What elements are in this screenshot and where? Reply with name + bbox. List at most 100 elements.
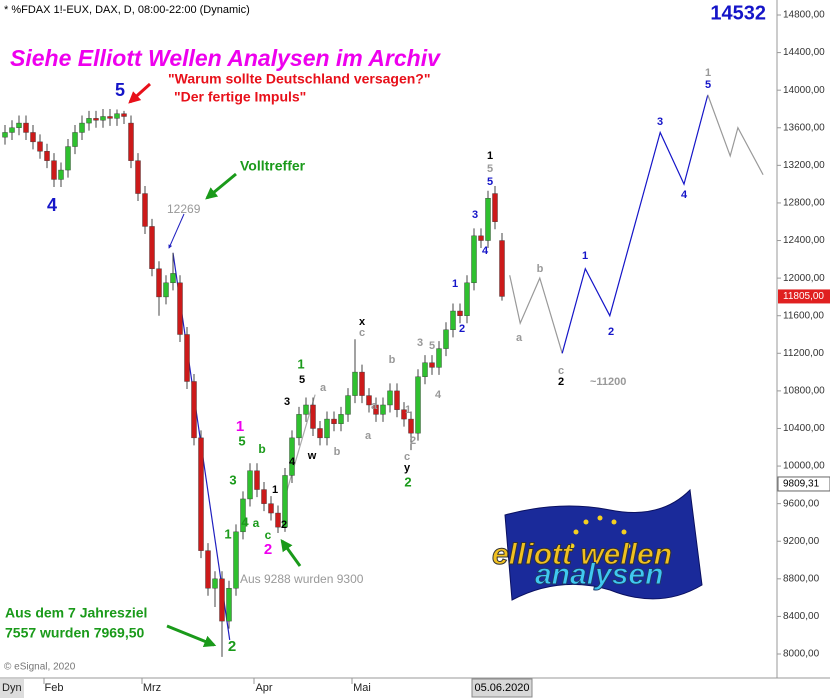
logo-line2: analysen [535, 558, 663, 591]
wave-label: 1 [224, 526, 231, 541]
x-corner: Dyn [2, 682, 22, 694]
wave-label: 1 [405, 404, 411, 416]
candle-body [86, 118, 92, 124]
candle-body [366, 395, 372, 406]
y-tick-label: 9200,00 [783, 536, 820, 547]
candle-body [44, 151, 50, 161]
y-tick-label: 13600,00 [783, 122, 825, 133]
candle-body [485, 198, 491, 241]
candle-body [16, 122, 22, 128]
wave-label: 4 [241, 514, 249, 529]
wave-label: c [558, 365, 564, 377]
annotation: Volltreffer [240, 158, 306, 174]
annotation: 7557 wurden 7969,50 [5, 625, 145, 641]
arrow [280, 539, 302, 567]
wave-label: c [359, 327, 365, 339]
y-tick-label: 14000,00 [783, 85, 825, 96]
wave-label: 3 [657, 116, 663, 128]
annotation: Aus dem 7 Jahresziel [5, 605, 147, 621]
chart-title: Siehe Elliott Wellen Analysen im Archiv [10, 45, 441, 71]
wave-label: 5 [299, 374, 305, 386]
wave-label: 3 [417, 337, 423, 349]
candle-body [142, 193, 148, 227]
wave-label: 5 [705, 79, 711, 91]
candle-body [429, 362, 435, 368]
x-cursor-box [471, 678, 533, 698]
wave-label: 3 [229, 472, 236, 487]
wave-label: 5 [487, 176, 493, 188]
wave-label: b [258, 442, 265, 456]
candle-body [408, 418, 414, 434]
candle-body [219, 578, 225, 622]
candle-body [30, 132, 36, 143]
y-tick-label: 10400,00 [783, 423, 825, 434]
candle-body [471, 235, 477, 284]
arrow [128, 82, 152, 104]
y-tick-label: 10800,00 [783, 386, 825, 397]
wave-label: 2 [558, 376, 564, 388]
wave-label: 2 [410, 435, 416, 447]
last-price-box [778, 289, 830, 304]
wave-label: a [516, 332, 523, 344]
candle-body [254, 470, 260, 490]
wave-label: 2 [228, 638, 236, 655]
chart-header: * %FDAX 1!-EUX, DAX, D, 08:00-22:00 (Dyn… [4, 4, 250, 16]
y-tick-label: 8400,00 [783, 611, 820, 622]
candle-body [177, 282, 183, 335]
overlay-line [509, 275, 563, 354]
candle-body [37, 141, 43, 152]
wave-label: c [404, 451, 410, 463]
annotation: 12269 [167, 202, 201, 216]
candle-body [380, 404, 386, 415]
candle-body [289, 437, 295, 476]
candle-body [149, 226, 155, 269]
candle-body [401, 409, 407, 420]
candle-body [51, 160, 57, 180]
wave-label: c [265, 528, 272, 542]
wave-label: 5 [429, 340, 435, 352]
wave-label: a [253, 516, 260, 530]
annotation: "Warum sollte Deutschland versagen?" [168, 71, 431, 87]
overlay-line [282, 394, 316, 505]
other-price-box [777, 476, 830, 492]
candle-body [303, 404, 309, 415]
overlay-line [561, 94, 709, 354]
candle-body [191, 381, 197, 439]
wave-label: 5 [238, 433, 245, 448]
wave-label: 2 [608, 326, 614, 338]
annotation: © eSignal, 2020 [4, 662, 76, 673]
candle-body [247, 470, 253, 500]
wave-label: a [320, 382, 327, 394]
wave-label: 4 [482, 245, 489, 257]
other-price-label: 9809,31 [783, 479, 820, 490]
wave-label: a [365, 430, 372, 442]
candle-body [394, 390, 400, 410]
x-corner-box [0, 679, 24, 698]
overlay-line [707, 94, 764, 176]
logo-stars [569, 515, 631, 549]
logo-line1: elliott wellen [492, 538, 672, 571]
wave-label: 1 [272, 484, 278, 496]
candle-body [198, 437, 204, 551]
candle-body [331, 418, 337, 424]
candle-body [65, 146, 71, 171]
wave-label: 2 [404, 474, 411, 489]
wave-label: 4 [289, 456, 296, 468]
wave-label: ~11200 [590, 376, 626, 388]
candle-body [100, 116, 106, 121]
wave-label: 1 [236, 418, 244, 435]
candle-body [450, 310, 456, 331]
candle-body [268, 503, 274, 514]
candle-body [72, 132, 78, 147]
wave-label: 4 [47, 195, 57, 215]
x-tick-label: Mai [353, 682, 371, 694]
candle-body [275, 512, 281, 528]
wave-label: 3 [472, 209, 478, 221]
wave-label: b [389, 354, 396, 366]
y-tick-label: 14800,00 [783, 10, 825, 21]
candle-body [282, 475, 288, 528]
candle-body [296, 414, 302, 439]
candle-body [499, 240, 505, 297]
y-tick-label: 13200,00 [783, 160, 825, 171]
arrow [168, 213, 185, 249]
